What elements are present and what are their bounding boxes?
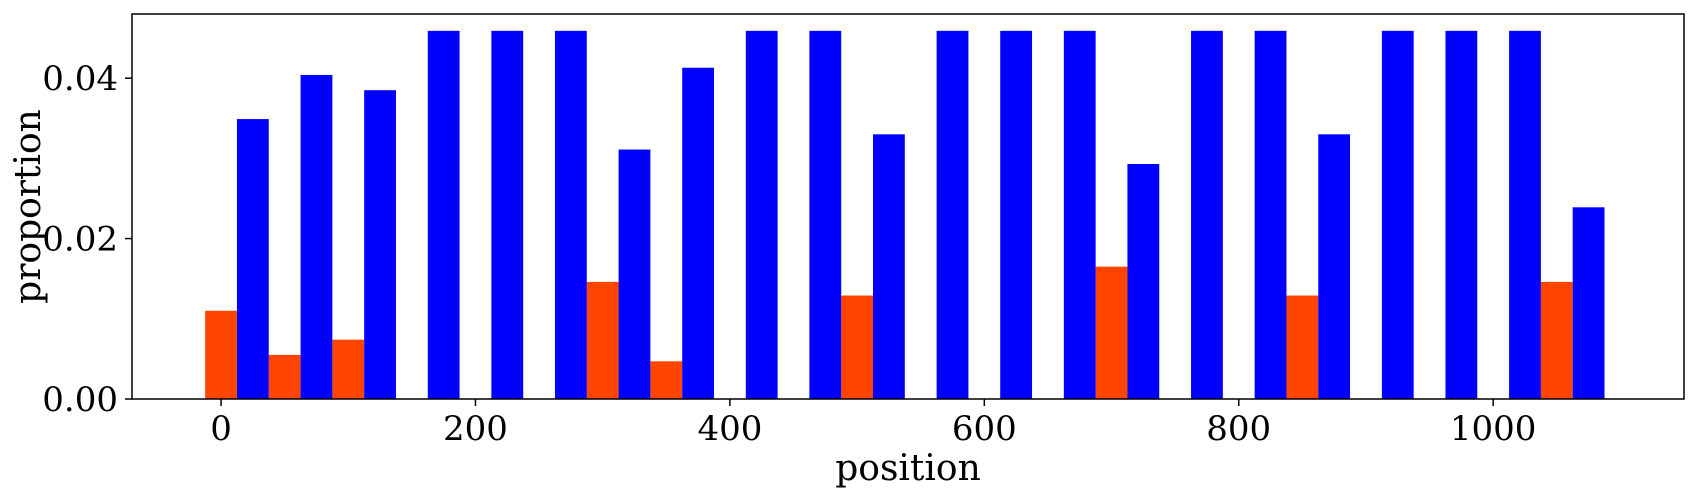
bar-series1-4 [650,361,683,399]
y-axis: 0.00 0.02 0.04 [42,59,132,420]
x-tick-label: 600 [952,409,1017,449]
bar-series1-5 [841,295,874,399]
bar-series1-2 [332,339,365,399]
y-tick-label: 0.00 [42,380,118,420]
bar-series2-7 [682,67,714,399]
bar-series1-8 [1540,281,1573,399]
x-tick-label: 400 [697,409,762,449]
bar-series2-12 [1000,30,1033,399]
bar-series2-11 [936,30,969,399]
bar-series2-13 [1063,30,1096,399]
bar-series2-5 [554,30,587,399]
bar-series2-21 [1572,207,1605,399]
bar-series1-1 [268,354,301,399]
bars-group [205,30,1605,400]
bar-series1-7 [1286,295,1319,399]
x-tick-label: 1000 [1450,409,1537,449]
bar-series2-2 [364,90,396,400]
x-tick-label: 0 [210,409,232,449]
y-tick-label: 0.04 [42,59,118,99]
bar-series2-17 [1318,134,1351,399]
bar-series2-10 [873,134,905,399]
x-tick-label: 800 [1206,409,1271,449]
bar-series2-20 [1509,30,1541,399]
x-axis: 0 200 400 600 800 1000 [210,399,1536,449]
x-axis-label: position [835,448,981,489]
y-tick-label: 0.02 [42,220,118,260]
x-tick-label: 200 [443,409,508,449]
bar-series2-0 [236,119,269,400]
bar-series2-1 [300,74,333,399]
bar-series2-14 [1127,163,1160,399]
bar-series2-15 [1191,30,1223,399]
bar-series1-3 [586,281,619,399]
bar-series2-6 [618,149,651,399]
y-axis-label: proportion [8,109,49,304]
bar-series2-9 [809,30,842,399]
bar-series2-19 [1445,30,1478,399]
bar-series2-18 [1381,30,1414,399]
bar-series1-0 [205,310,237,399]
bar-series1-6 [1095,266,1128,399]
bar-series2-16 [1254,30,1287,399]
plot-frame [131,13,1685,400]
bar-series2-4 [491,30,524,399]
bar-series2-8 [745,30,778,399]
bar-series2-3 [427,30,460,399]
